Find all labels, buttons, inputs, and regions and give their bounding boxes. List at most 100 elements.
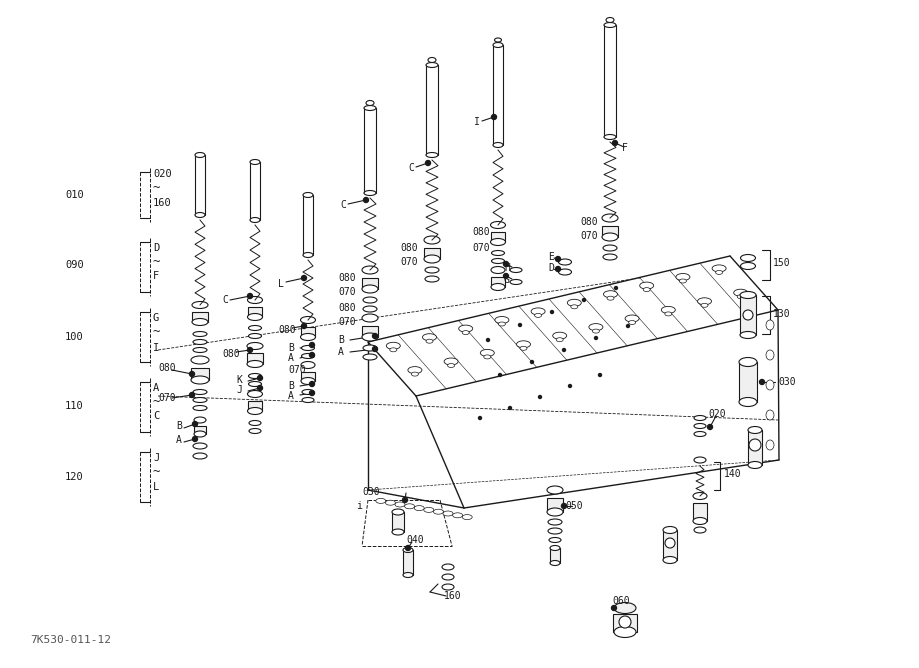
Ellipse shape (192, 319, 208, 325)
Circle shape (425, 160, 430, 166)
Ellipse shape (391, 529, 403, 535)
Ellipse shape (697, 298, 710, 305)
Text: 060: 060 (611, 596, 629, 606)
Ellipse shape (461, 331, 469, 335)
Ellipse shape (193, 331, 207, 337)
Ellipse shape (193, 443, 207, 449)
Ellipse shape (249, 420, 261, 426)
Circle shape (257, 385, 262, 391)
Bar (612, 614, 636, 632)
Ellipse shape (248, 381, 261, 387)
Circle shape (247, 347, 252, 353)
Circle shape (555, 267, 560, 271)
Ellipse shape (624, 315, 639, 322)
Ellipse shape (736, 295, 743, 299)
Ellipse shape (192, 301, 208, 309)
Ellipse shape (766, 440, 773, 450)
Ellipse shape (301, 377, 314, 385)
Text: B: B (288, 381, 293, 391)
Ellipse shape (433, 509, 443, 514)
Ellipse shape (425, 267, 438, 273)
Text: K: K (236, 375, 242, 385)
Circle shape (189, 371, 194, 377)
Ellipse shape (550, 560, 560, 566)
Circle shape (192, 436, 198, 442)
Ellipse shape (693, 527, 705, 533)
Ellipse shape (606, 17, 613, 23)
Text: D: D (548, 263, 553, 273)
Ellipse shape (366, 100, 374, 106)
Ellipse shape (247, 391, 262, 397)
Circle shape (491, 114, 496, 120)
Ellipse shape (700, 303, 708, 307)
Ellipse shape (364, 106, 376, 110)
Ellipse shape (692, 518, 706, 524)
Circle shape (555, 257, 560, 261)
Ellipse shape (663, 526, 676, 534)
Circle shape (612, 140, 617, 146)
Text: A: A (337, 347, 344, 357)
Ellipse shape (301, 353, 314, 359)
Text: J: J (153, 453, 159, 463)
Ellipse shape (193, 453, 207, 459)
Text: 020: 020 (153, 169, 172, 179)
Ellipse shape (302, 192, 312, 198)
Text: 110: 110 (65, 401, 84, 411)
Ellipse shape (459, 325, 472, 332)
Ellipse shape (534, 313, 541, 317)
Ellipse shape (552, 332, 566, 339)
Ellipse shape (738, 357, 756, 367)
Circle shape (626, 325, 629, 327)
Ellipse shape (404, 504, 414, 509)
Text: 090: 090 (65, 260, 84, 270)
Ellipse shape (461, 514, 471, 520)
Text: J: J (236, 385, 242, 395)
Bar (361, 278, 378, 289)
Text: i: i (356, 501, 361, 511)
Ellipse shape (747, 462, 761, 468)
Text: 070: 070 (579, 231, 597, 241)
Ellipse shape (361, 285, 378, 293)
Circle shape (309, 343, 314, 347)
Text: C: C (407, 163, 414, 173)
Bar (364, 108, 376, 193)
Text: 080: 080 (471, 227, 489, 237)
Ellipse shape (441, 584, 453, 590)
Bar (248, 307, 262, 317)
Ellipse shape (193, 347, 207, 353)
Circle shape (538, 395, 541, 399)
Text: 020: 020 (708, 409, 725, 419)
Ellipse shape (403, 572, 413, 578)
Ellipse shape (490, 238, 505, 246)
Ellipse shape (483, 355, 490, 359)
Ellipse shape (642, 288, 650, 292)
Ellipse shape (425, 339, 433, 343)
Ellipse shape (363, 297, 377, 303)
Text: A: A (153, 383, 159, 393)
Ellipse shape (678, 279, 686, 283)
Circle shape (309, 391, 314, 395)
Bar (361, 326, 378, 337)
Bar (194, 426, 206, 434)
Ellipse shape (490, 222, 505, 228)
Text: A: A (288, 353, 293, 363)
Ellipse shape (411, 372, 418, 376)
Ellipse shape (448, 363, 454, 367)
Text: E: E (548, 252, 553, 262)
Ellipse shape (422, 334, 436, 341)
Ellipse shape (766, 410, 773, 420)
Ellipse shape (693, 457, 705, 463)
Ellipse shape (246, 343, 263, 349)
Ellipse shape (361, 266, 378, 274)
Bar (493, 45, 503, 145)
Ellipse shape (491, 283, 505, 291)
Bar (191, 368, 209, 380)
Ellipse shape (603, 291, 617, 298)
Ellipse shape (494, 38, 501, 42)
Ellipse shape (663, 556, 676, 564)
Circle shape (498, 373, 501, 377)
Text: 030: 030 (361, 487, 380, 497)
Ellipse shape (194, 431, 206, 437)
Circle shape (508, 407, 511, 409)
Text: H: H (504, 263, 509, 273)
